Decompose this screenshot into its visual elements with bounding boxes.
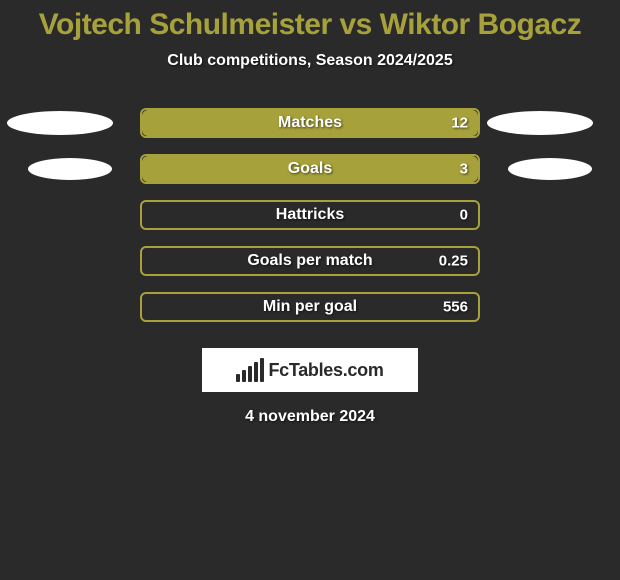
stat-value: 3: [460, 161, 468, 178]
stat-label: Goals per match: [247, 252, 372, 270]
logo-bar-segment: [248, 366, 252, 382]
stat-value: 0.25: [439, 253, 468, 270]
stat-label: Matches: [278, 114, 342, 132]
stat-bar: Hattricks 0: [140, 200, 480, 230]
logo-bar-segment: [236, 374, 240, 382]
stat-value: 0: [460, 207, 468, 224]
comparison-card: Vojtech Schulmeister vs Wiktor Bogacz Cl…: [0, 0, 620, 426]
player-right-ellipse: [487, 111, 593, 135]
stat-bar: Matches 12: [140, 108, 480, 138]
stat-bar: Goals per match 0.25: [140, 246, 480, 276]
stat-row: Goals per match 0.25: [0, 238, 620, 284]
stat-bar: Min per goal 556: [140, 292, 480, 322]
fctables-logo: FcTables.com: [202, 348, 418, 392]
logo-bars-icon: [236, 358, 264, 382]
subtitle: Club competitions, Season 2024/2025: [0, 52, 620, 70]
player-left-ellipse: [7, 111, 113, 135]
footer-date: 4 november 2024: [0, 408, 620, 426]
player-right-ellipse: [508, 158, 592, 180]
stat-row: Goals 3: [0, 146, 620, 192]
stat-row: Matches 12: [0, 100, 620, 146]
stat-row: Min per goal 556: [0, 284, 620, 330]
logo-bar-segment: [242, 370, 246, 382]
player-left-ellipse: [28, 158, 112, 180]
stat-label: Min per goal: [263, 298, 357, 316]
stat-label: Goals: [288, 160, 332, 178]
logo-bar-segment: [254, 362, 258, 382]
stat-value: 12: [451, 115, 468, 132]
page-title: Vojtech Schulmeister vs Wiktor Bogacz: [0, 8, 620, 42]
logo-text: FcTables.com: [268, 360, 383, 381]
stat-rows: Matches 12 Goals 3 Hattricks 0 Goals per match…: [0, 100, 620, 330]
stat-bar: Goals 3: [140, 154, 480, 184]
logo-bar-segment: [260, 358, 264, 382]
stat-row: Hattricks 0: [0, 192, 620, 238]
stat-label: Hattricks: [276, 206, 344, 224]
stat-value: 556: [443, 299, 468, 316]
